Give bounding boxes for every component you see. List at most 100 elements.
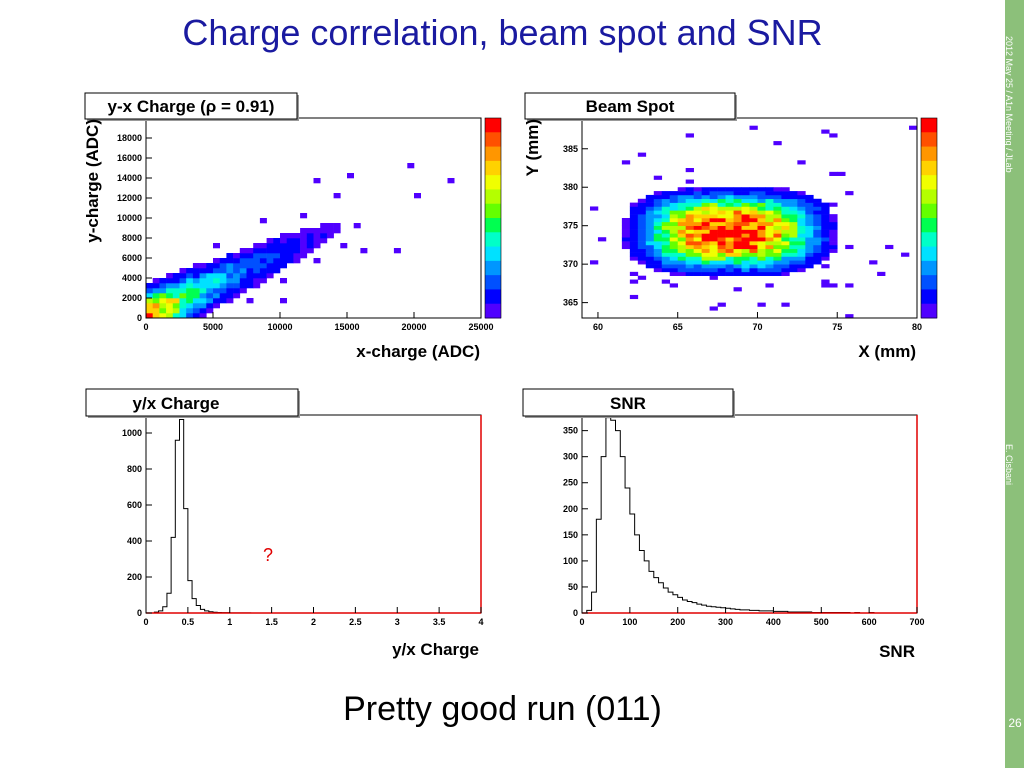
palette-swatch [485,275,501,290]
heatmap-cell [192,283,200,289]
heatmap-cell [717,221,726,226]
heatmap-cell [773,214,782,219]
heatmap-cell [653,175,663,180]
heatmap-cell [172,308,180,314]
heatmap-cell [717,264,726,269]
heatmap-cell [701,225,710,230]
heatmap-cell [326,223,334,229]
y-tick-label: 375 [563,221,578,231]
heatmap-cell [765,256,774,261]
heatmap-cell [186,313,194,319]
heatmap-cell [661,248,671,253]
heatmap-cell [629,244,639,250]
heatmap-cell [709,187,718,192]
heatmap-cell [829,237,838,242]
heatmap-cell [693,264,702,269]
heatmap-cell [246,278,254,284]
y-tick-label: 4000 [122,273,142,283]
heatmap-cell [213,273,220,279]
heatmap-cell [152,288,160,294]
x-tick-label: 400 [766,617,781,627]
heatmap-cell [645,202,655,207]
heatmap-cell [701,233,710,238]
heatmap-cell [717,218,726,223]
heatmap-cell [821,129,830,134]
heatmap-cell [773,210,782,215]
heatmap-cell [300,243,308,249]
heatmap-cell [233,293,241,299]
heatmap-cell [757,202,766,207]
heatmap-cell [213,258,220,264]
heatmap-cell [239,258,247,264]
heatmap-cell [233,268,241,274]
charge-correlation-plot: 0 5000 10000 15000 20000 25000 0 2000 4000 6000 80… [83,92,502,361]
heatmap-cell [172,303,180,309]
heatmap-cell [226,258,234,264]
palette-swatch [921,275,937,290]
heatmap-cell [741,252,750,257]
heatmap-cell [749,218,758,223]
heatmap-cell [693,241,702,246]
heatmap-cell [146,283,153,289]
heatmap-cell [246,283,254,289]
heatmap-cell [829,221,838,226]
heatmap-cell [765,221,774,226]
heatmap-cell [259,243,267,249]
heatmap-cell [717,237,726,242]
heatmap-cell [653,229,663,234]
heatmap-cell [353,223,361,229]
heatmap-cell [219,298,227,304]
heatmap-cell [246,298,254,304]
heatmap-cell [172,298,180,304]
heatmap-cell [266,263,274,269]
heatmap-cell [661,225,671,230]
heatmap-cell [661,256,671,261]
heatmap-cell [669,233,679,238]
heatmap-cell [741,187,750,192]
heatmap-cell [166,313,174,319]
heatmap-cell [280,248,287,254]
heatmap-cell [179,308,187,314]
heatmap-cell [789,244,798,250]
heatmap-cell [701,214,710,219]
heatmap-cell [741,225,750,230]
heatmap-cell [733,241,742,246]
heatmap-cell [253,268,261,274]
heatmap-cell [733,264,742,269]
heatmap-cell [186,298,194,304]
x-tick-label: 300 [718,617,733,627]
heatmap-cell [685,237,694,242]
heatmap-cell [166,293,174,299]
heatmap-cell [669,229,679,234]
heatmap-cell [637,237,647,242]
heatmap-cell [669,241,679,246]
heatmap-cell [677,225,686,230]
heatmap-cell [741,198,750,203]
heatmap-cell [172,278,180,284]
heatmap-cell [733,225,742,230]
heatmap-cell [773,198,782,203]
heatmap-cell [749,260,758,265]
heatmap-cell [280,233,287,239]
heatmap-cell [286,253,294,259]
heatmap-cell [677,218,686,223]
heatmap-cell [709,225,718,230]
heatmap-cell [293,233,301,239]
heatmap-cell [246,248,254,254]
palette-swatch [485,175,501,190]
heatmap-cell [685,221,694,226]
y-tick-label: 14000 [117,173,142,183]
heatmap-cell [757,268,766,273]
charge-correlation-title: y-x Charge (ρ = 0.91) [108,97,275,116]
heatmap-cell [589,206,599,211]
heatmap-cell [313,228,321,234]
heatmap-cell [677,268,686,273]
heatmap-cell [765,241,774,246]
heatmap-cell [781,202,790,207]
heatmap-cell [629,279,639,284]
heatmap-cell [653,210,663,215]
palette-swatch [921,189,937,205]
heatmap-cell [805,241,814,246]
heatmap-cell [717,268,726,273]
heatmap-cell [717,256,726,261]
